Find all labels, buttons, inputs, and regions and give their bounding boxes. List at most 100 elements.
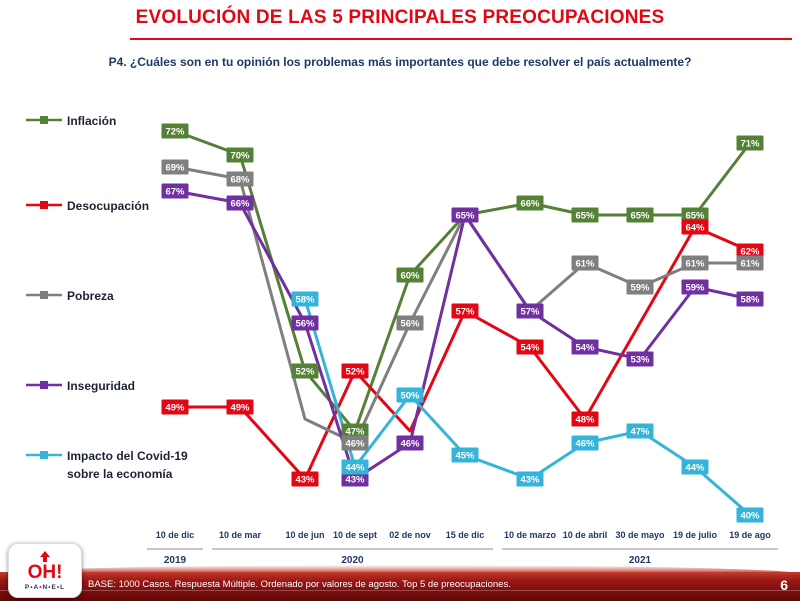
point-label-covid: 45% [451,447,479,463]
legend-marker-inflacion [26,116,62,124]
legend-label-desocupacion: Desocupación [67,199,150,213]
point-label-inseguridad: 65% [451,207,479,223]
x-axis-label: 10 de abril [563,530,608,540]
legend-item-inseguridad: Inseguridad [26,377,135,395]
svg-text:62%: 62% [740,247,760,258]
footer-bar: BASE: 1000 Casos. Respuesta Múltiple. Or… [0,565,800,601]
point-label-pobreza: 68% [226,171,254,187]
point-label-inseguridad: 43% [341,471,369,487]
point-label-inflacion: 72% [161,123,189,139]
point-label-pobreza: 61% [736,255,764,271]
svg-text:61%: 61% [685,259,705,270]
point-label-inflacion: 66% [516,195,544,211]
svg-text:56%: 56% [400,319,420,330]
point-label-desocupacion: 48% [571,411,599,427]
svg-text:59%: 59% [685,283,705,294]
svg-text:40%: 40% [740,511,760,522]
x-axis-label: 10 de jun [285,530,324,540]
series-line-desocupacion [173,225,752,481]
legend-item-pobreza: Pobreza [26,287,114,305]
svg-text:46%: 46% [345,439,365,450]
point-label-pobreza: 61% [571,255,599,271]
legend-marker-pobreza [26,291,62,299]
point-label-inflacion: 70% [226,147,254,163]
point-label-pobreza: 59% [626,279,654,295]
point-label-inseguridad: 53% [626,351,654,367]
x-axis-label: 15 de dic [446,530,485,540]
logo-arrow-icon [40,550,50,562]
svg-text:43%: 43% [345,475,365,486]
slide-subtitle: P4. ¿Cuáles son en tu opinión los proble… [108,55,692,69]
svg-text:54%: 54% [520,343,540,354]
svg-text:61%: 61% [575,259,595,270]
ohpanel-logo: OH! P•A•N•E•L [8,543,82,598]
svg-text:70%: 70% [230,151,250,162]
point-label-inflacion: 60% [396,267,424,283]
year-label: 2021 [629,555,652,566]
point-label-desocupacion: 64% [681,219,709,235]
year-label: 2020 [341,555,364,566]
x-axis-label: 10 de marzo [504,530,557,540]
point-label-inflacion: 65% [626,207,654,223]
point-label-covid: 44% [341,459,369,475]
point-label-inseguridad: 67% [161,183,189,199]
point-label-inseguridad: 57% [516,303,544,319]
logo-sub: P•A•N•E•L [24,583,66,591]
point-label-inflacion: 65% [681,207,709,223]
svg-text:57%: 57% [455,307,475,318]
logo-brand: OH! [27,561,63,583]
svg-text:46%: 46% [575,439,595,450]
svg-text:53%: 53% [630,355,650,366]
svg-text:44%: 44% [685,463,705,474]
legend-item-inflacion: Inflación [26,112,116,130]
legend-label-covid: Impacto del Covid-19 sobre la economía [67,449,188,481]
x-axis-label: 19 de ago [729,530,771,540]
point-label-inflacion: 52% [291,363,319,379]
point-label-inflacion: 47% [341,423,369,439]
point-label-inseguridad: 46% [396,435,424,451]
footer-note: BASE: 1000 Casos. Respuesta Múltiple. Or… [88,579,511,590]
point-label-pobreza: 61% [681,255,709,271]
point-label-covid: 44% [681,459,709,475]
svg-text:72%: 72% [165,127,185,138]
point-label-covid: 58% [291,291,319,307]
point-label-inseguridad: 58% [736,291,764,307]
svg-text:48%: 48% [575,415,595,426]
point-label-covid: 46% [571,435,599,451]
x-axis-label: 10 de mar [219,530,262,540]
x-axis-label: 30 de mayo [615,530,665,540]
title-underline [130,38,792,40]
point-label-covid: 40% [736,507,764,523]
point-label-desocupacion: 57% [451,303,479,319]
svg-text:65%: 65% [455,211,475,222]
x-axis-label: 02 de nov [389,530,431,540]
point-label-pobreza: 46% [341,435,369,451]
svg-text:64%: 64% [685,223,705,234]
svg-text:47%: 47% [630,427,650,438]
svg-text:52%: 52% [345,367,365,378]
series-line-inseguridad [173,189,752,481]
svg-text:65%: 65% [685,211,705,222]
legend-label-pobreza: Pobreza [67,289,114,303]
svg-text:68%: 68% [230,175,250,186]
legend-label-inseguridad: Inseguridad [67,379,136,393]
legend-label-inflacion: Inflación [67,114,117,128]
svg-text:47%: 47% [345,427,365,438]
point-label-desocupacion: 49% [161,399,189,415]
point-label-pobreza: 69% [161,159,189,175]
point-label-covid: 50% [396,387,424,403]
svg-text:61%: 61% [740,259,760,270]
point-label-desocupacion: 62% [736,243,764,259]
svg-text:43%: 43% [520,475,540,486]
point-label-inflacion: 71% [736,135,764,151]
point-label-covid: 47% [626,423,654,439]
svg-text:66%: 66% [520,199,540,210]
svg-text:52%: 52% [295,367,315,378]
svg-text:71%: 71% [740,139,760,150]
point-label-desocupacion: 49% [226,399,254,415]
svg-text:44%: 44% [345,463,365,474]
x-axis-label: 10 de dic [156,530,195,540]
svg-text:54%: 54% [575,343,595,354]
point-label-inflacion: 65% [571,207,599,223]
